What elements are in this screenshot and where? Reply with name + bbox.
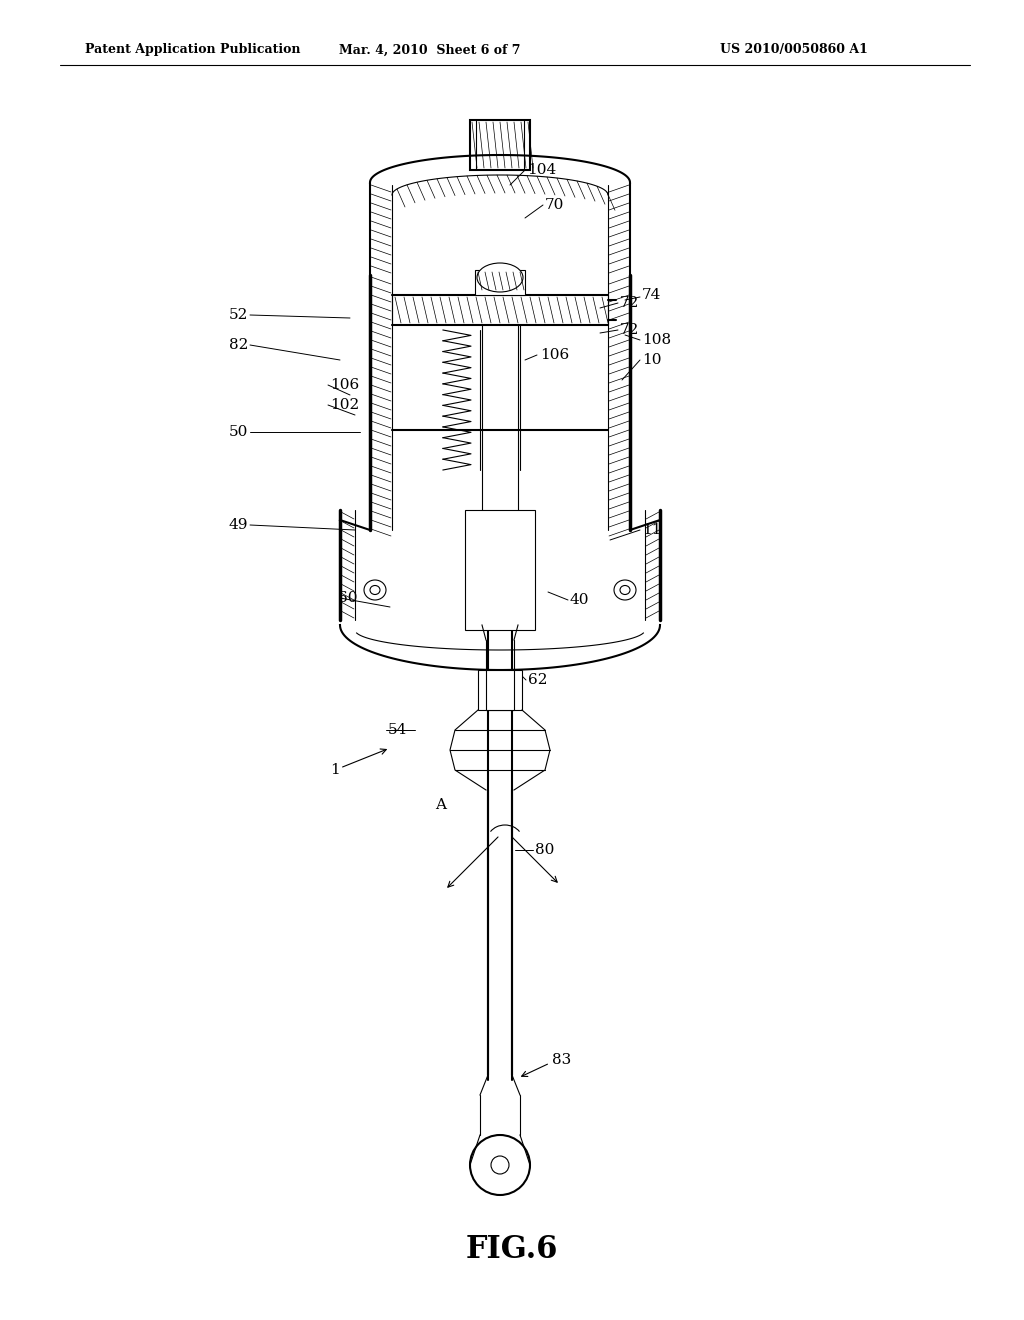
Ellipse shape	[614, 579, 636, 601]
Text: 80: 80	[535, 843, 554, 857]
Text: 72: 72	[620, 296, 639, 310]
Text: 11: 11	[642, 523, 662, 537]
Text: FIG.6: FIG.6	[466, 1234, 558, 1266]
Text: 106: 106	[330, 378, 359, 392]
Text: Mar. 4, 2010  Sheet 6 of 7: Mar. 4, 2010 Sheet 6 of 7	[339, 44, 521, 57]
Text: 60: 60	[338, 591, 357, 605]
Ellipse shape	[364, 579, 386, 601]
Text: 82: 82	[228, 338, 248, 352]
Bar	[475, 271, 525, 294]
Text: 62: 62	[528, 673, 548, 686]
Text: 1: 1	[330, 763, 340, 777]
Ellipse shape	[370, 586, 380, 594]
Text: 102: 102	[330, 399, 359, 412]
Text: 74: 74	[642, 288, 662, 302]
Bar	[465, 510, 535, 630]
Ellipse shape	[470, 1135, 530, 1195]
Bar	[470, 120, 530, 170]
Text: 70: 70	[545, 198, 564, 213]
Text: 54: 54	[388, 723, 408, 737]
Text: US 2010/0050860 A1: US 2010/0050860 A1	[720, 44, 868, 57]
Text: 49: 49	[228, 517, 248, 532]
Text: 83: 83	[552, 1053, 571, 1067]
Text: 106: 106	[540, 348, 569, 362]
Ellipse shape	[490, 1156, 509, 1173]
Text: 10: 10	[642, 352, 662, 367]
Text: 40: 40	[570, 593, 590, 607]
Text: 104: 104	[527, 162, 556, 177]
Text: 50: 50	[228, 425, 248, 440]
Text: 72: 72	[620, 323, 639, 337]
Text: 52: 52	[228, 308, 248, 322]
Text: 108: 108	[642, 333, 671, 347]
Text: A: A	[435, 799, 446, 812]
Text: Patent Application Publication: Patent Application Publication	[85, 44, 300, 57]
Ellipse shape	[620, 586, 630, 594]
Bar	[486, 671, 514, 710]
Ellipse shape	[477, 263, 523, 292]
Bar	[478, 671, 522, 710]
Text: 13: 13	[510, 128, 529, 143]
